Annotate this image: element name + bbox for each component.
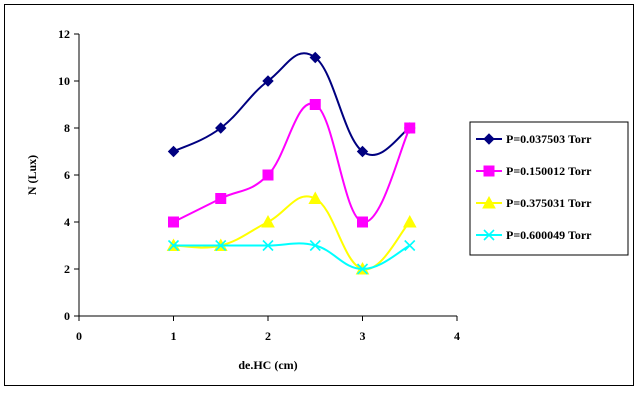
series-2 [168,99,416,228]
legend-entry: P=0.150012 Torr [476,164,592,178]
data-point [215,193,227,204]
legend-label: P=0.375031 Torr [506,196,592,210]
legend: P=0.037503 Torr P=0.150012 Torr P=0.375031… [469,121,629,256]
data-point [308,191,323,204]
data-point [168,216,179,228]
y-tick-label: 8 [64,121,70,135]
series-1 [167,51,416,158]
data-point [402,214,417,228]
legend-marker [482,195,496,209]
data-point [309,239,321,252]
legend-box [469,121,629,256]
data-point [356,263,369,275]
data-point [309,99,321,110]
legend-marker [483,165,495,177]
legend-label: P=0.600049 Torr [506,228,592,242]
data-point [215,239,227,252]
data-point [262,239,274,252]
x-axis-title: de.HC (cm) [238,358,297,372]
x-tick-label: 1 [171,329,177,343]
x-tick-label: 4 [454,329,460,343]
legend-marker [483,133,495,145]
data-point [167,145,180,158]
y-tick-label: 0 [64,309,70,323]
series-3 [166,191,417,275]
y-tick-label: 2 [64,262,70,276]
series-layer [166,51,417,275]
x-tick-label: 2 [265,329,271,343]
data-point [215,122,227,134]
y-tick-label: 4 [64,215,70,229]
legend-marker [483,229,495,241]
legend-label: P=0.150012 Torr [506,164,592,178]
series-line [173,195,411,271]
data-point [261,214,275,228]
data-point [404,239,416,252]
data-point [262,75,274,87]
y-tick-label: 10 [58,74,70,88]
x-tick-label: 0 [76,329,82,343]
legend-entry: P=0.037503 Torr [476,132,592,146]
x-tick-label: 3 [360,329,366,343]
legend-entry: P=0.600049 Torr [476,228,592,242]
data-point [309,51,321,64]
y-tick-label: 12 [58,27,70,41]
series-line [173,242,411,271]
series-4 [167,239,416,275]
data-point [262,169,274,181]
series-line [173,52,411,156]
legend-entry: P=0.375031 Torr [476,195,592,210]
data-point [356,145,369,158]
y-tick-label: 6 [64,168,70,182]
data-point [167,239,180,252]
y-axis-title: N (Lux) [25,155,39,195]
legend-label: P=0.037503 Torr [506,132,592,146]
data-point [357,216,368,228]
data-point [404,122,416,134]
